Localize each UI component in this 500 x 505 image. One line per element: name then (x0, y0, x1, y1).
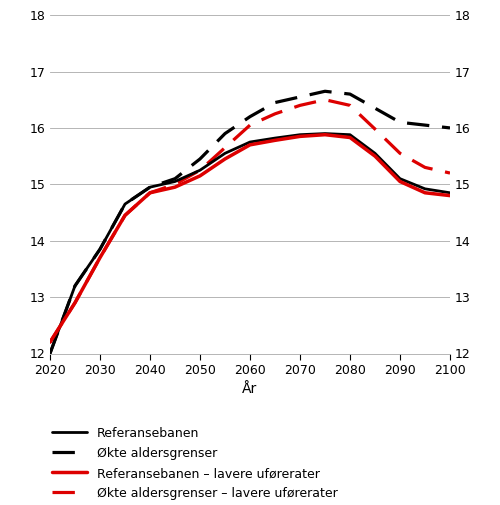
Referansebanen (47, 350, 53, 357)
Referansebanen (122, 201, 128, 207)
Referansebanen (322, 130, 328, 136)
Referansebanen – lavere uførerater (297, 133, 303, 139)
Økte aldersgrenser – lavere uførerater (322, 97, 328, 103)
Økte aldersgrenser (222, 130, 228, 136)
Økte aldersgrenser – lavere uførerater (272, 111, 278, 117)
Økte aldersgrenser – lavere uførerater (197, 167, 203, 173)
Legend: Referansebanen, Økte aldersgrenser, Referansebanen – lavere uførerater, Økte ald: Referansebanen, Økte aldersgrenser, Refe… (52, 427, 338, 500)
Referansebanen – lavere uførerater (197, 173, 203, 179)
Referansebanen – lavere uførerater (122, 212, 128, 218)
Referansebanen (172, 178, 178, 184)
Referansebanen – lavere uførerater (447, 192, 453, 198)
Referansebanen – lavere uførerater (172, 184, 178, 190)
Referansebanen (397, 176, 403, 182)
Økte aldersgrenser (122, 201, 128, 207)
Økte aldersgrenser (72, 283, 78, 289)
Økte aldersgrenser – lavere uførerater (147, 190, 153, 196)
Økte aldersgrenser (197, 156, 203, 162)
Referansebanen (297, 132, 303, 138)
Referansebanen – lavere uførerater (97, 255, 103, 261)
Referansebanen – lavere uførerater (272, 137, 278, 143)
Økte aldersgrenser (47, 350, 53, 357)
X-axis label: År: År (242, 382, 258, 396)
Referansebanen (422, 186, 428, 192)
Referansebanen – lavere uførerater (222, 156, 228, 162)
Økte aldersgrenser (397, 119, 403, 125)
Referansebanen – lavere uførerater (372, 153, 378, 159)
Økte aldersgrenser (247, 114, 253, 120)
Referansebanen – lavere uførerater (347, 134, 353, 140)
Line: Økte aldersgrenser: Økte aldersgrenser (50, 91, 450, 354)
Referansebanen (97, 246, 103, 252)
Referansebanen – lavere uførerater (147, 190, 153, 196)
Line: Økte aldersgrenser – lavere uførerater: Økte aldersgrenser – lavere uførerater (50, 100, 450, 342)
Referansebanen (372, 150, 378, 157)
Økte aldersgrenser – lavere uførerater (47, 339, 53, 345)
Referansebanen (147, 184, 153, 190)
Økte aldersgrenser (97, 246, 103, 252)
Økte aldersgrenser (297, 94, 303, 100)
Line: Referansebanen – lavere uførerater: Referansebanen – lavere uførerater (50, 135, 450, 342)
Økte aldersgrenser – lavere uførerater (422, 165, 428, 171)
Referansebanen (72, 283, 78, 289)
Økte aldersgrenser – lavere uførerater (447, 170, 453, 176)
Referansebanen (197, 167, 203, 173)
Økte aldersgrenser – lavere uførerater (347, 103, 353, 109)
Referansebanen (447, 190, 453, 196)
Økte aldersgrenser (147, 184, 153, 190)
Økte aldersgrenser – lavere uførerater (297, 103, 303, 109)
Referansebanen – lavere uførerater (47, 339, 53, 345)
Økte aldersgrenser – lavere uførerater (72, 299, 78, 306)
Referansebanen – lavere uførerater (322, 132, 328, 138)
Økte aldersgrenser – lavere uførerater (122, 212, 128, 218)
Referansebanen – lavere uførerater (422, 190, 428, 196)
Økte aldersgrenser – lavere uførerater (247, 122, 253, 128)
Line: Referansebanen: Referansebanen (50, 133, 450, 354)
Referansebanen (272, 135, 278, 141)
Referansebanen (222, 150, 228, 157)
Referansebanen – lavere uførerater (397, 178, 403, 184)
Økte aldersgrenser (447, 125, 453, 131)
Referansebanen – lavere uførerater (72, 299, 78, 306)
Økte aldersgrenser – lavere uførerater (97, 255, 103, 261)
Økte aldersgrenser (272, 99, 278, 106)
Økte aldersgrenser – lavere uførerater (372, 126, 378, 132)
Referansebanen (347, 132, 353, 138)
Økte aldersgrenser – lavere uførerater (222, 144, 228, 150)
Økte aldersgrenser (322, 88, 328, 94)
Økte aldersgrenser (347, 91, 353, 97)
Økte aldersgrenser (372, 105, 378, 111)
Referansebanen – lavere uførerater (247, 142, 253, 148)
Økte aldersgrenser (172, 176, 178, 182)
Økte aldersgrenser (422, 122, 428, 128)
Økte aldersgrenser – lavere uførerater (172, 181, 178, 187)
Referansebanen (247, 139, 253, 145)
Økte aldersgrenser – lavere uførerater (397, 150, 403, 157)
